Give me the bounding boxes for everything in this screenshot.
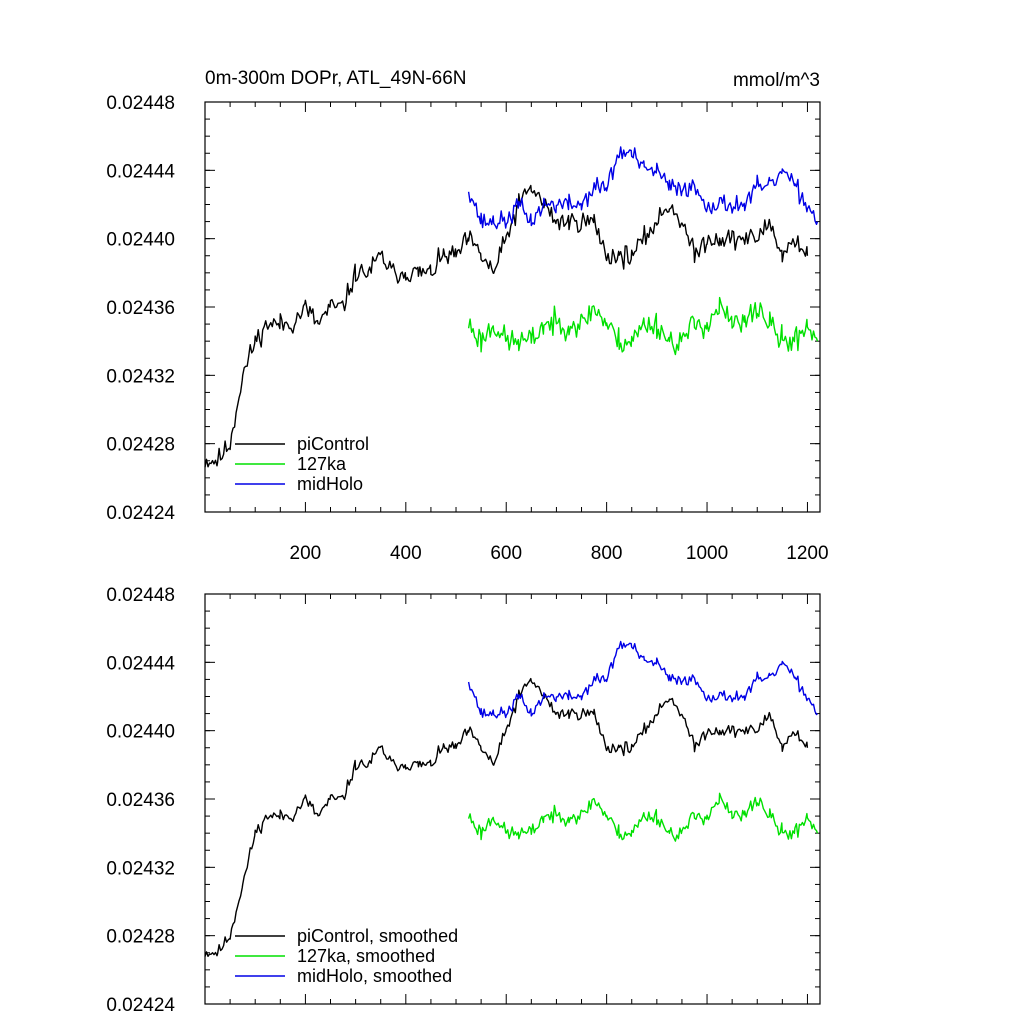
legend-label: piControl — [297, 434, 369, 454]
y-tick-label: 0.02436 — [106, 790, 175, 811]
x-tick-labels: 200 400 600 800 1000 1200 — [290, 543, 829, 564]
bottom-panel: 0.02424 0.02428 0.02432 0.02436 0.02440 0.024… — [106, 585, 821, 1016]
y-tick-labels: 0.02424 0.02428 0.02432 0.02436 0.02440 0.024… — [106, 585, 175, 1016]
series-line-127ka — [467, 296, 819, 356]
y-tick-label: 0.02424 — [106, 995, 175, 1016]
legend-label: 127ka — [297, 454, 347, 474]
series-group — [204, 640, 819, 957]
plot-frame — [204, 593, 821, 1005]
series-line-midHolo — [467, 640, 818, 719]
y-tick-label: 0.02444 — [106, 653, 175, 674]
legend-label: piControl, smoothed — [297, 926, 458, 946]
y-tick-label: 0.02432 — [106, 858, 175, 879]
x-tick-label: 400 — [390, 543, 422, 564]
x-tick-label: 1200 — [786, 543, 828, 564]
chart-title: 0m-300m DOPr, ATL_49N-66N — [205, 68, 467, 89]
legend-label: 127ka, smoothed — [297, 946, 435, 966]
y-tick-label: 0.02448 — [106, 585, 175, 606]
y-tick-label: 0.02440 — [106, 722, 175, 743]
y-tick-label: 0.02428 — [106, 927, 175, 948]
series-line-piControl — [204, 184, 809, 468]
top-panel: 0m-300m DOPr, ATL_49N-66N mmol/m^3 0.024… — [106, 68, 828, 564]
series-group — [204, 146, 819, 468]
x-tick-label: 200 — [290, 543, 322, 564]
y-tick-label: 0.02444 — [106, 161, 175, 182]
units-label: mmol/m^3 — [733, 70, 820, 91]
x-tick-label: 600 — [490, 543, 522, 564]
y-tick-label: 0.02428 — [106, 435, 175, 456]
y-tick-label: 0.02448 — [106, 93, 175, 114]
y-tick-label: 0.02424 — [106, 503, 175, 524]
y-tick-label: 0.02432 — [106, 366, 175, 387]
legend-label: midHolo — [297, 474, 363, 494]
series-line-midHolo — [467, 146, 819, 230]
x-tick-label: 800 — [591, 543, 623, 564]
series-line-piControl — [204, 677, 809, 957]
plot-frame — [204, 101, 821, 513]
y-tick-labels: 0.02424 0.02428 0.02432 0.02436 0.02440 0.024… — [106, 93, 175, 524]
y-tick-label: 0.02436 — [106, 298, 175, 319]
series-line-127ka — [467, 792, 819, 842]
x-tick-label: 1000 — [686, 543, 728, 564]
legend-label: midHolo, smoothed — [297, 966, 452, 986]
y-tick-label: 0.02440 — [106, 230, 175, 251]
